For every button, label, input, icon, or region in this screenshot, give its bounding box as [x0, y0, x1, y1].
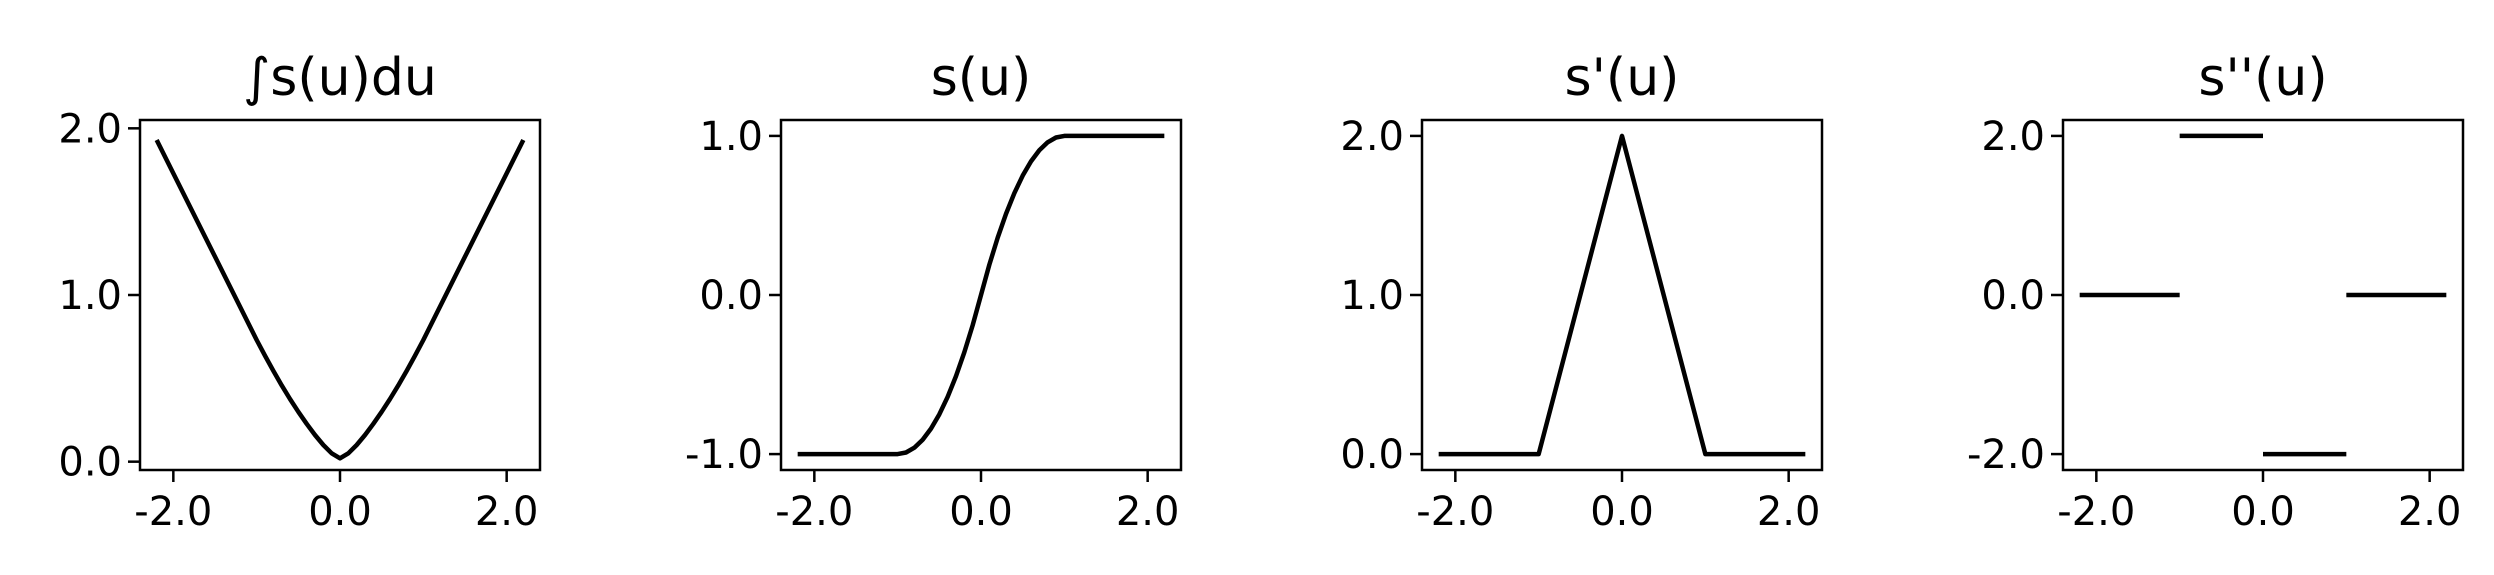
y-tick-label: 1.0 — [58, 273, 122, 319]
x-tick-label: 0.0 — [308, 489, 372, 535]
series-line — [797, 133, 1165, 457]
y-tick-label: 2.0 — [1981, 114, 2045, 160]
panel-2: s(u) -2.0 0.0 2.0 -1.0 0.0 1.0 — [685, 48, 1183, 535]
x-tick-label: 0.0 — [2231, 489, 2295, 535]
x-tick-label: 2.0 — [2398, 489, 2462, 535]
series-line — [154, 138, 526, 461]
x-tick-label: -2.0 — [1416, 489, 1494, 535]
panel-title: s(u) — [931, 48, 1032, 108]
panel-3: s'(u) -2.0 0.0 2.0 0.0 1.0 2.0 — [1340, 48, 1824, 535]
x-tick-label: 2.0 — [1757, 489, 1821, 535]
y-tick-label: 2.0 — [1340, 114, 1404, 160]
y-tick-label: 0.0 — [1981, 273, 2045, 319]
y-tick-label: 2.0 — [58, 106, 122, 152]
panel-title: s''(u) — [2198, 48, 2327, 108]
x-tick-label: 0.0 — [949, 489, 1013, 535]
x-tick-label: -2.0 — [134, 489, 212, 535]
panel-title: s'(u) — [1565, 48, 1680, 108]
y-tick-label: -2.0 — [1967, 432, 2045, 478]
y-tick-label: 0.0 — [58, 440, 122, 486]
x-tick-label: 2.0 — [475, 489, 539, 535]
axes-frame — [1420, 118, 1824, 472]
x-tick-label: 2.0 — [1116, 489, 1180, 535]
panel-title: ∫s(u)du — [243, 48, 437, 108]
axes-frame — [138, 118, 542, 472]
x-tick-label: 0.0 — [1590, 489, 1654, 535]
series-line — [1438, 133, 1806, 457]
x-tick-label: -2.0 — [2057, 489, 2135, 535]
y-tick-label: 0.0 — [699, 273, 763, 319]
y-tick-label: 1.0 — [699, 114, 763, 160]
panel-4: s''(u) -2.0 0.0 2.0 -2.0 0.0 2.0 — [1967, 48, 2465, 535]
panel-1: ∫s(u)du -2.0 0.0 2.0 0.0 1.0 2.0 — [58, 48, 542, 535]
x-tick-label: -2.0 — [775, 489, 853, 535]
y-tick-label: 1.0 — [1340, 273, 1404, 319]
y-tick-label: 0.0 — [1340, 432, 1404, 478]
y-tick-label: -1.0 — [685, 432, 763, 478]
